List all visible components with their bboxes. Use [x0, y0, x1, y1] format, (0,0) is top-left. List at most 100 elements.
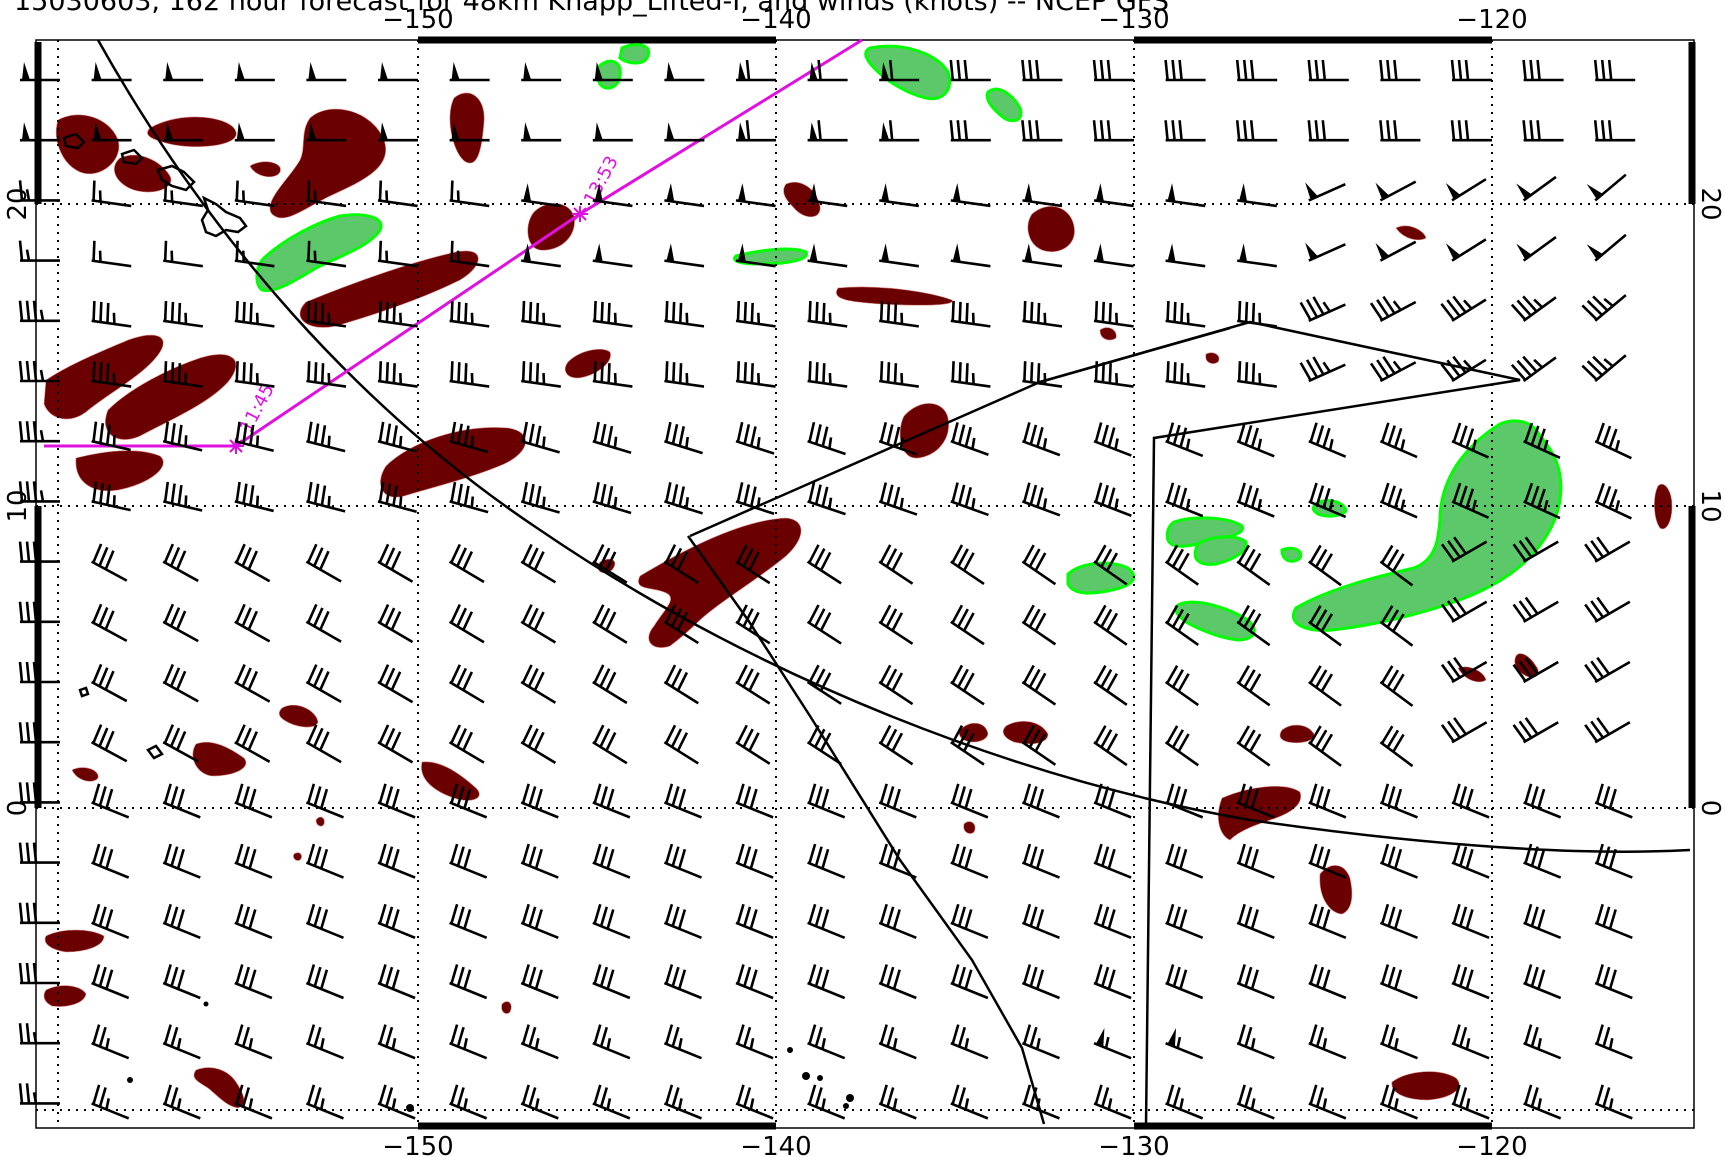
wind-barb [1164, 725, 1200, 767]
wind-barb [18, 481, 60, 503]
wind-barb [807, 120, 848, 142]
wind-barb [91, 421, 131, 452]
wind-barb [1164, 665, 1200, 707]
wind-barb [1093, 1028, 1132, 1060]
wind-barb [1299, 356, 1346, 383]
wind-barb [162, 724, 199, 763]
wind-barb [1307, 120, 1349, 142]
wind-barb [234, 664, 271, 703]
wind-barb [18, 360, 60, 383]
wind-barb [735, 361, 776, 388]
wind-barb [1236, 725, 1271, 767]
wind-barb [949, 59, 991, 82]
wind-barb [735, 783, 774, 819]
wind-barb [520, 664, 557, 704]
wind-barb [807, 300, 848, 328]
wind-barb [1523, 903, 1562, 939]
wind-barb [1510, 295, 1557, 322]
wind-barb [1450, 120, 1492, 142]
wind-barb [1308, 903, 1347, 939]
wind-barb [1237, 243, 1277, 268]
wind-barb [1165, 1028, 1204, 1060]
wind-barb [520, 964, 559, 1000]
lat-label-left-0: 0 [3, 800, 33, 817]
wind-barb [1165, 300, 1206, 328]
wind-barb [879, 120, 920, 142]
wind-barb [1369, 295, 1417, 322]
wind-barb [448, 664, 485, 704]
wind-barb [162, 964, 201, 1000]
wind-barb [377, 903, 416, 939]
wind-barb [18, 902, 60, 925]
wind-barb [592, 421, 632, 455]
wind-barb [91, 783, 130, 819]
wind-barb [162, 843, 201, 879]
wind-barb [18, 661, 60, 684]
wind-barb [879, 300, 919, 328]
wind-barb [90, 663, 128, 703]
wind-barb [663, 903, 702, 939]
wind-barb [664, 183, 705, 208]
wind-barb [878, 1084, 917, 1120]
wind-barb [1584, 596, 1631, 623]
wind-barb [377, 724, 414, 764]
wind-barb [1523, 843, 1562, 879]
wind-barb [234, 240, 275, 268]
track-time-label-1: 11:45 [236, 381, 279, 437]
wind-barb [1093, 361, 1134, 388]
wind-barb [807, 243, 848, 268]
wind-barb [663, 604, 699, 645]
wind-barb [878, 544, 914, 585]
wind-barb [663, 1024, 702, 1060]
wind-barb [1445, 178, 1487, 202]
wind-barb [1584, 717, 1631, 744]
wind-barb [1451, 903, 1490, 939]
wind-barb [592, 1024, 631, 1060]
lon-label-top-120: −120 [1456, 5, 1527, 35]
wind-barb [18, 601, 60, 624]
wind-barb [1236, 903, 1275, 939]
wind-barb [449, 240, 490, 268]
wind-barb [950, 482, 989, 517]
wind-barb [1021, 664, 1057, 706]
wind-barb [1164, 544, 1200, 586]
wind-barb [1379, 120, 1421, 142]
wind-barb [879, 361, 919, 388]
wind-barb [806, 544, 842, 585]
wind-barb [1021, 422, 1061, 457]
wind-barb [878, 843, 917, 879]
wind-barb [1021, 843, 1060, 879]
wind-barb [1092, 59, 1134, 82]
wind-barb [1307, 59, 1349, 82]
wind-barb [91, 1084, 130, 1120]
wind-barb [520, 421, 560, 454]
wind-barb [592, 183, 633, 208]
wind-barb [807, 421, 846, 456]
wind-barb [1440, 596, 1488, 623]
wind-barb [664, 62, 705, 82]
wind-barb [234, 1084, 273, 1120]
wind-barb [1512, 596, 1559, 623]
wind-barb [1236, 1024, 1275, 1060]
wind-barb [735, 604, 771, 645]
wind-barb [1522, 59, 1564, 82]
wind-barb [1594, 482, 1632, 520]
wind-barb [377, 180, 418, 208]
wind-barb [91, 1024, 130, 1060]
wind-barb [1165, 783, 1204, 819]
wind-barb [1451, 1024, 1490, 1060]
wind-barb [1308, 544, 1342, 587]
wind-barb [592, 783, 631, 819]
wind-barb [306, 421, 346, 453]
wind-barb [664, 243, 705, 268]
wind-barb [18, 722, 60, 744]
wind-barb [1093, 183, 1134, 208]
wind-barb [1021, 1024, 1060, 1060]
wind-barb [664, 421, 703, 455]
wind-barb [234, 62, 275, 82]
wind-barb [234, 724, 271, 763]
wind-barb [950, 903, 989, 939]
wind-barb [20, 62, 60, 82]
wind-barb [1236, 1084, 1275, 1120]
lat-label-right-20: 20 [1695, 187, 1725, 220]
